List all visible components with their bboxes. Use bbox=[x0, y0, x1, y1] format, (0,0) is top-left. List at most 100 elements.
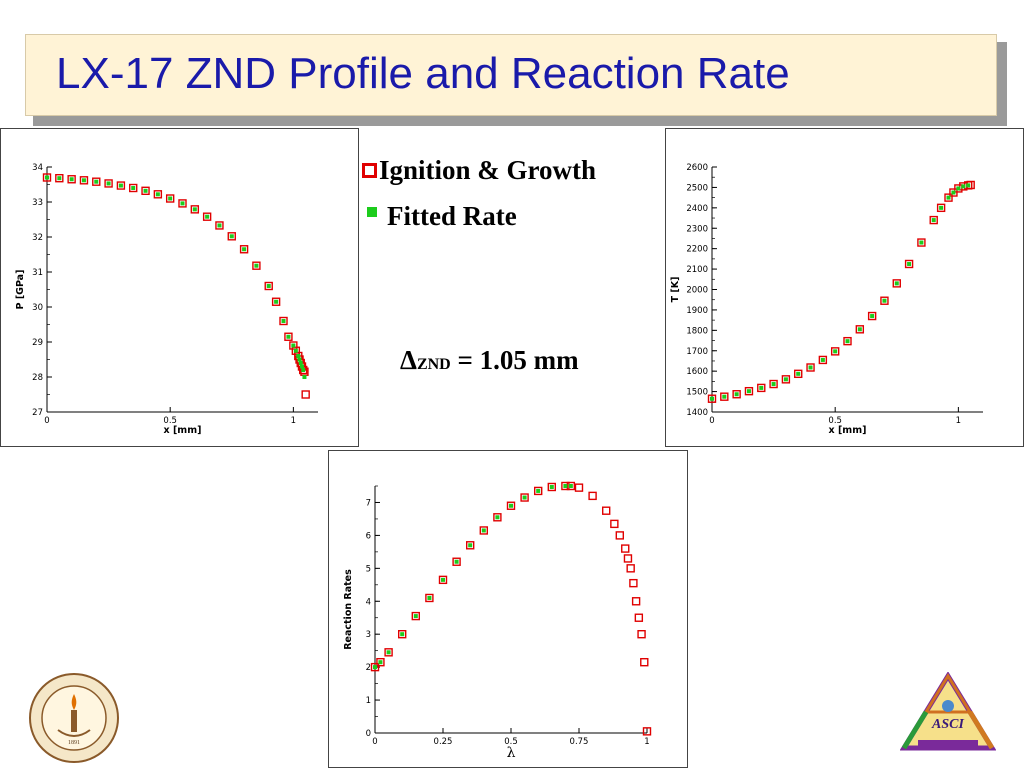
pressure-chart-panel: 27 28 29 30 31 32 33 34 0 0.5 1 x [mm] P [GPa] bbox=[0, 128, 359, 447]
x-tick-label: 0.5 bbox=[163, 416, 177, 426]
title-banner: LX-17 ZND Profile and Reaction Rate bbox=[25, 34, 997, 116]
y-tick-label: 0 bbox=[366, 729, 371, 739]
data-point-open bbox=[520, 493, 529, 502]
y-tick-label: 2500 bbox=[686, 183, 708, 193]
data-point-open bbox=[227, 232, 236, 241]
data-point-open bbox=[92, 177, 101, 186]
series-ignition-growth bbox=[707, 180, 975, 403]
x-tick-label: 1 bbox=[956, 416, 961, 426]
x-tick-label: 0.5 bbox=[828, 416, 842, 426]
data-point-open bbox=[67, 175, 76, 184]
data-point-filled bbox=[205, 214, 210, 219]
globe-icon bbox=[942, 700, 954, 712]
data-point-open bbox=[707, 394, 717, 403]
data-point-filled bbox=[413, 614, 418, 619]
data-point-open bbox=[42, 173, 52, 182]
data-point-filled bbox=[951, 190, 956, 195]
temperature-chart-panel: 1400 1500 1600 1700 1800 1900 2000 2100 2200 2300… bbox=[665, 128, 1024, 447]
data-point-open bbox=[637, 629, 646, 639]
x-tick-label: 0.25 bbox=[434, 737, 453, 747]
data-point-filled bbox=[509, 503, 513, 508]
y-tick-label: 31 bbox=[32, 268, 43, 278]
data-point-open bbox=[55, 174, 64, 183]
data-point-filled bbox=[242, 247, 247, 252]
y-axis-label: Reaction Rates bbox=[343, 569, 354, 650]
data-point-filled bbox=[155, 192, 160, 197]
data-point-filled bbox=[386, 650, 391, 655]
y-tick-label: 2600 bbox=[686, 163, 708, 173]
data-point-filled bbox=[939, 205, 944, 210]
x-tick-label: 0 bbox=[372, 737, 377, 747]
data-point-open bbox=[769, 379, 778, 389]
data-point-filled bbox=[563, 484, 568, 488]
data-point-filled bbox=[293, 348, 298, 353]
reaction-rate-chart-panel: 0 1 2 3 4 5 6 7 0 0.25 0.5 0.75 1 λ Reaction Rates bbox=[328, 450, 688, 768]
y-tick-label: 27 bbox=[32, 408, 43, 418]
data-point-open bbox=[215, 221, 224, 230]
data-point-filled bbox=[907, 261, 912, 266]
data-point-open bbox=[116, 181, 126, 190]
data-point-filled bbox=[298, 361, 303, 365]
data-point-filled bbox=[286, 334, 291, 339]
data-point-filled bbox=[882, 298, 887, 303]
data-point-open bbox=[855, 325, 865, 334]
data-point-filled bbox=[549, 484, 554, 489]
data-point-open bbox=[301, 390, 310, 399]
data-point-filled bbox=[373, 665, 377, 670]
x-axis-label: x [mm] bbox=[829, 425, 867, 436]
data-point-filled bbox=[217, 223, 222, 228]
legend-label: Ignition & Growth bbox=[379, 155, 597, 185]
data-point-open bbox=[264, 281, 273, 291]
axes: 1400 1500 1600 1700 1800 1900 2000 2100 2200 2300… bbox=[686, 163, 983, 426]
data-point-filled bbox=[808, 365, 813, 370]
data-point-filled bbox=[956, 186, 961, 191]
data-point-open bbox=[376, 657, 385, 667]
data-point-filled bbox=[378, 660, 383, 665]
x-tick-label: 0 bbox=[709, 416, 714, 426]
data-point-open bbox=[880, 296, 889, 305]
data-point-filled bbox=[710, 396, 714, 401]
y-tick-label: 2400 bbox=[686, 204, 708, 214]
asci-logo: ASCI bbox=[900, 672, 996, 751]
data-point-open bbox=[642, 727, 652, 736]
data-point-open bbox=[438, 575, 448, 585]
data-point-filled bbox=[81, 178, 86, 183]
data-point-filled bbox=[454, 559, 459, 564]
znd-annotation: ΔZND = 1.05 mm bbox=[400, 345, 579, 376]
flame-icon bbox=[71, 694, 77, 710]
data-point-filled bbox=[266, 284, 271, 288]
data-point-open bbox=[954, 184, 963, 193]
x-tick-label: 1 bbox=[291, 416, 296, 426]
data-point-open bbox=[744, 386, 754, 396]
data-point-open bbox=[129, 183, 138, 193]
data-point-filled bbox=[796, 371, 801, 376]
data-point-filled bbox=[946, 195, 951, 200]
data-point-open bbox=[640, 657, 649, 667]
data-point-filled bbox=[45, 175, 49, 180]
data-point-open bbox=[867, 311, 877, 321]
seal-year: 1891 bbox=[68, 740, 80, 746]
data-point-filled bbox=[820, 357, 825, 362]
data-point-open bbox=[547, 482, 557, 492]
data-point-filled bbox=[299, 364, 304, 369]
data-point-filled bbox=[759, 385, 764, 390]
delta-symbol: Δ bbox=[400, 345, 417, 375]
data-point-filled bbox=[919, 240, 924, 245]
data-point-open bbox=[917, 238, 926, 247]
data-point-filled bbox=[961, 184, 966, 189]
y-tick-label: 7 bbox=[366, 498, 371, 508]
data-point-open bbox=[104, 179, 113, 188]
data-point-filled bbox=[106, 181, 111, 186]
data-point-filled bbox=[229, 234, 234, 239]
data-point-open bbox=[818, 355, 828, 365]
data-point-open bbox=[602, 506, 611, 515]
legend-item-fitted-rate: Fitted Rate bbox=[362, 201, 517, 232]
data-point-open bbox=[830, 347, 840, 356]
y-tick-label: 29 bbox=[32, 338, 43, 348]
data-point-open bbox=[153, 190, 163, 199]
data-point-open bbox=[794, 369, 803, 379]
data-point-open bbox=[904, 259, 914, 269]
data-point-filled bbox=[131, 186, 136, 190]
reaction-rate-chart: 0 1 2 3 4 5 6 7 0 0.25 0.5 0.75 1 λ Reaction Rates bbox=[343, 481, 652, 761]
znd-subscript: ZND bbox=[416, 356, 451, 373]
